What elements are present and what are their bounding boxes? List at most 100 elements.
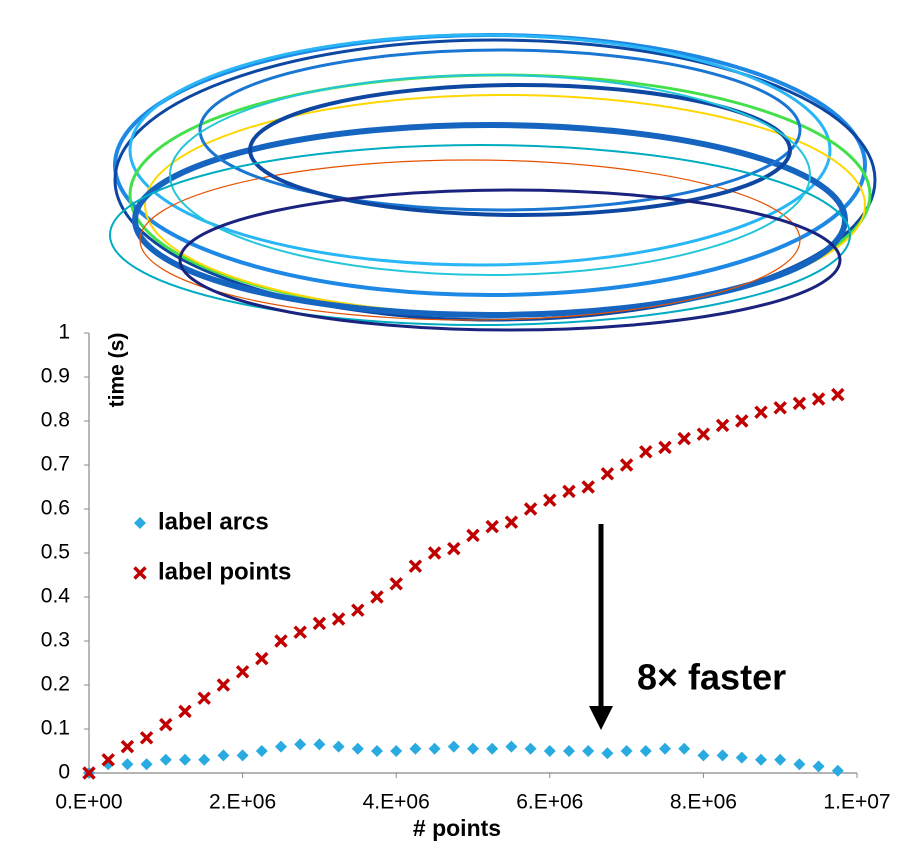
data-point bbox=[812, 760, 825, 773]
data-point bbox=[678, 742, 691, 755]
data-point bbox=[639, 745, 652, 757]
data-point bbox=[523, 502, 538, 516]
x-tick-label: 8.E+06 bbox=[670, 791, 737, 814]
data-point bbox=[543, 493, 557, 507]
y-tick-label: 0.9 bbox=[41, 365, 70, 388]
data-point bbox=[811, 392, 826, 406]
data-point bbox=[389, 577, 403, 591]
data-point bbox=[82, 766, 96, 780]
data-point bbox=[792, 396, 807, 411]
data-point bbox=[716, 749, 729, 762]
annotation: 8× faster bbox=[637, 657, 786, 698]
data-point bbox=[831, 764, 844, 777]
data-point bbox=[582, 745, 595, 757]
data-point bbox=[332, 740, 345, 753]
data-point bbox=[390, 745, 403, 757]
data-point bbox=[408, 559, 423, 573]
x-tick-label: 0.E+00 bbox=[55, 791, 122, 814]
data-point bbox=[793, 758, 806, 771]
data-point bbox=[235, 665, 250, 679]
data-point bbox=[524, 742, 537, 755]
data-point bbox=[255, 651, 269, 666]
data-point bbox=[447, 541, 461, 556]
data-point bbox=[735, 414, 749, 428]
y-tick-label: 0.8 bbox=[41, 409, 70, 432]
data-point bbox=[677, 431, 691, 446]
data-point bbox=[563, 745, 575, 757]
data-point bbox=[427, 546, 442, 560]
data-point bbox=[485, 519, 499, 534]
data-point bbox=[581, 480, 595, 494]
data-point bbox=[294, 738, 307, 751]
y-tick-label: 0.1 bbox=[41, 717, 70, 740]
data-point bbox=[659, 742, 671, 755]
data-point bbox=[428, 742, 441, 755]
data-point bbox=[486, 742, 499, 755]
x-tick-label: 1.E+07 bbox=[823, 791, 890, 814]
data-point bbox=[178, 704, 192, 719]
data-point bbox=[620, 745, 633, 757]
data-point bbox=[639, 445, 653, 459]
data-point bbox=[351, 742, 364, 755]
data-point bbox=[715, 418, 730, 433]
data-point bbox=[275, 740, 287, 753]
data-point bbox=[697, 749, 710, 762]
data-point bbox=[159, 753, 172, 766]
data-point bbox=[274, 634, 288, 648]
y-tick-label: 0 bbox=[58, 761, 70, 784]
data-point bbox=[543, 745, 556, 757]
data-point bbox=[735, 751, 748, 764]
y-tick-label: 1 bbox=[58, 321, 70, 344]
data-point bbox=[121, 758, 134, 771]
data-point bbox=[774, 753, 787, 766]
data-point bbox=[312, 616, 327, 631]
data-point bbox=[370, 590, 384, 604]
data-point bbox=[120, 739, 135, 754]
data-point bbox=[658, 440, 672, 455]
data-point bbox=[139, 731, 154, 745]
data-point bbox=[831, 387, 845, 402]
legend-label: label arcs bbox=[158, 508, 269, 535]
y-tick-label: 0.6 bbox=[41, 497, 70, 520]
data-point bbox=[351, 603, 365, 617]
x-tick-label: 4.E+06 bbox=[363, 791, 430, 814]
data-point bbox=[197, 691, 211, 705]
legend-marker bbox=[134, 517, 146, 529]
data-point bbox=[755, 753, 767, 766]
data-point bbox=[466, 528, 480, 543]
data-point bbox=[179, 753, 191, 766]
data-point bbox=[236, 749, 249, 762]
data-point bbox=[217, 749, 230, 762]
data-point bbox=[467, 742, 479, 755]
data-point bbox=[600, 467, 615, 481]
data-point bbox=[601, 747, 614, 760]
data-point bbox=[371, 745, 383, 757]
data-point bbox=[562, 484, 576, 499]
x-tick-label: 2.E+06 bbox=[209, 791, 276, 814]
y-tick-label: 0.4 bbox=[41, 585, 71, 608]
y-tick-label: 0.7 bbox=[41, 453, 70, 476]
x-axis-title: # points bbox=[413, 815, 501, 841]
data-point bbox=[255, 745, 268, 757]
data-point bbox=[101, 753, 115, 767]
data-point bbox=[447, 740, 460, 753]
data-point bbox=[140, 758, 153, 771]
data-point bbox=[159, 717, 173, 732]
data-point bbox=[313, 738, 326, 751]
data-point bbox=[216, 678, 231, 692]
data-point bbox=[754, 405, 768, 419]
y-axis-title: time (s) bbox=[106, 333, 129, 408]
data-point bbox=[293, 625, 307, 639]
data-point bbox=[409, 742, 422, 755]
data-point bbox=[198, 753, 211, 766]
y-tick-label: 0.3 bbox=[41, 629, 70, 652]
legend-label: label points bbox=[158, 558, 291, 585]
y-tick-label: 0.2 bbox=[41, 673, 70, 696]
data-point bbox=[505, 740, 518, 753]
x-tick-label: 6.E+06 bbox=[516, 791, 583, 814]
annotation-arrowhead bbox=[589, 706, 613, 730]
legend-marker bbox=[133, 566, 147, 580]
data-point bbox=[696, 427, 711, 441]
data-point bbox=[504, 515, 519, 529]
